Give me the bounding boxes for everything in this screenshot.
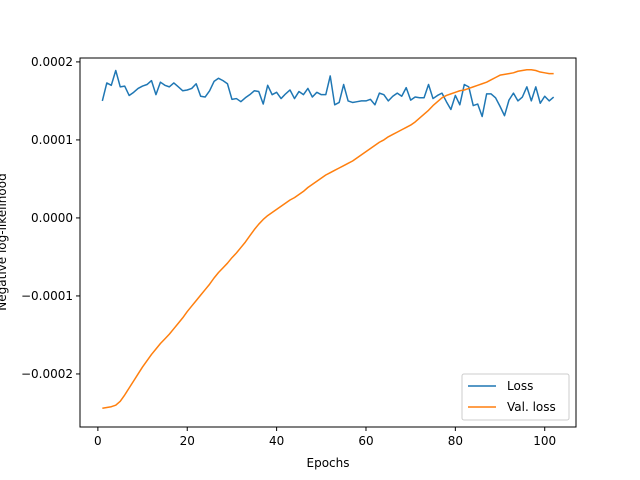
series-line-loss — [101, 69, 555, 118]
y-tick-label: −0.0002 — [21, 367, 73, 381]
y-axis-label: Negative log-likelihood — [0, 173, 9, 310]
y-axis-ticks: −0.0002 −0.0001 0.0000 0.0001 0.0002 — [21, 55, 80, 381]
legend-label-val-loss: Val. loss — [507, 400, 556, 414]
x-tick-label: 40 — [269, 434, 284, 448]
plot-lines — [101, 68, 555, 410]
legend: Loss Val. loss — [461, 373, 570, 421]
x-tick-label: 60 — [358, 434, 373, 448]
y-tick-label: −0.0001 — [21, 289, 73, 303]
y-tick-label: 0.0001 — [31, 133, 73, 147]
plot-frame — [79, 57, 577, 428]
legend-label-loss: Loss — [507, 379, 533, 393]
x-axis-ticks: 0 20 40 60 80 100 — [94, 427, 556, 448]
y-tick-label: 0.0000 — [31, 211, 73, 225]
x-axis-label: Epochs — [307, 456, 350, 470]
x-tick-label: 0 — [94, 434, 102, 448]
series-line-val-loss — [102, 68, 554, 410]
x-tick-label: 80 — [448, 434, 463, 448]
x-tick-label: 100 — [533, 434, 556, 448]
y-tick-label: 0.0002 — [31, 55, 73, 69]
x-tick-label: 20 — [180, 434, 195, 448]
